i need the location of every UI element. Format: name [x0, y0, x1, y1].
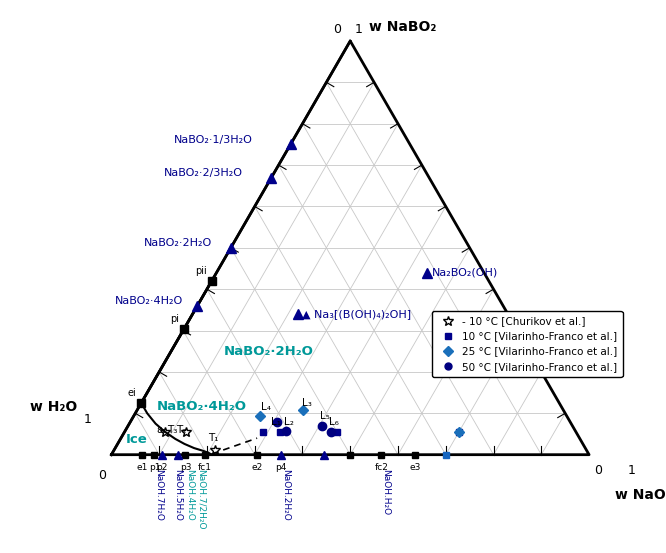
Legend: - 10 °C [Churikov et al.], 10 °C [Vilarinho-Franco et al.], 25 °C [Vilarinho-Fra: - 10 °C [Churikov et al.], 10 °C [Vilari… [432, 311, 623, 377]
Text: NaBO₂·2H₂O: NaBO₂·2H₂O [143, 238, 212, 248]
Text: 1: 1 [355, 23, 363, 36]
Text: T₃: T₃ [167, 425, 177, 435]
Text: pi: pi [170, 314, 179, 324]
Text: 0: 0 [98, 469, 106, 482]
Text: fc1: fc1 [198, 463, 212, 472]
Text: L₂: L₂ [284, 416, 294, 427]
Text: ▲ Na₃[(B(OH)₄)₂OH]: ▲ Na₃[(B(OH)₄)₂OH] [302, 309, 412, 319]
Text: p1: p1 [149, 463, 160, 472]
Text: Na₂BO₂(OH): Na₂BO₂(OH) [432, 268, 498, 278]
Text: NaOH.7H₂O: NaOH.7H₂O [155, 469, 163, 521]
Text: e3: e3 [409, 463, 420, 472]
Text: L₃: L₃ [302, 398, 312, 408]
Text: e2: e2 [252, 463, 262, 472]
Text: p2: p2 [156, 463, 167, 472]
Text: pii: pii [195, 266, 207, 276]
Text: NaBO₂·4H₂O: NaBO₂·4H₂O [157, 400, 247, 413]
Text: NaOH.4H₂O: NaOH.4H₂O [185, 469, 194, 521]
Text: p4: p4 [275, 463, 286, 472]
Text: 0: 0 [333, 23, 341, 36]
Text: NaBO₂·2/3H₂O: NaBO₂·2/3H₂O [164, 168, 242, 178]
Text: ε₁: ε₁ [156, 425, 166, 435]
Text: p3: p3 [180, 463, 191, 472]
Text: 1: 1 [83, 413, 91, 426]
Text: L₅: L₅ [320, 411, 330, 421]
Text: NaOH.2H₂O: NaOH.2H₂O [281, 469, 290, 521]
Text: 1: 1 [627, 464, 635, 477]
Text: w NaOH: w NaOH [615, 488, 666, 502]
Text: w H₂O: w H₂O [31, 400, 78, 414]
Text: NaOH.7/2H₂O: NaOH.7/2H₂O [196, 469, 205, 530]
Text: NaBO₂·4H₂O: NaBO₂·4H₂O [115, 296, 183, 306]
Text: NaOH.5H₂O: NaOH.5H₂O [173, 469, 182, 521]
Text: NaBO₂·2H₂O: NaBO₂·2H₂O [224, 345, 314, 358]
Text: e1: e1 [137, 463, 148, 472]
Text: NaOH.H₂O: NaOH.H₂O [382, 469, 390, 515]
Text: ei: ei [128, 388, 137, 398]
Text: NaBO₂·1/3H₂O: NaBO₂·1/3H₂O [173, 134, 252, 145]
Text: 0: 0 [594, 464, 602, 477]
Text: L₁: L₁ [271, 416, 281, 427]
Text: T₂: T₂ [176, 425, 186, 435]
Text: T₁: T₁ [208, 434, 219, 444]
Text: fc2: fc2 [374, 463, 388, 472]
Text: Ice: Ice [126, 433, 147, 446]
Text: w NaBO₂: w NaBO₂ [370, 20, 437, 34]
Text: L₆: L₆ [329, 416, 339, 427]
Text: L₄: L₄ [261, 401, 271, 412]
